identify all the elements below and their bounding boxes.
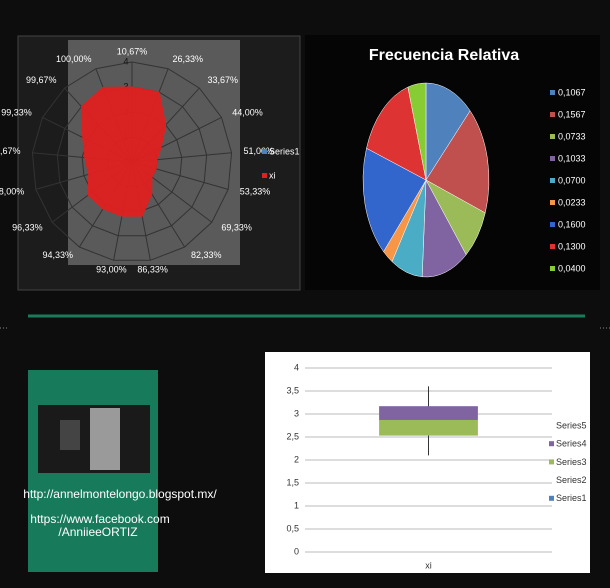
category-label: 100,00%: [56, 54, 92, 64]
y-tick-label: 1,5: [286, 477, 299, 487]
legend-swatch: [550, 178, 555, 183]
category-label: 99,67%: [26, 75, 57, 85]
r-tick-label: 3: [123, 81, 128, 91]
legend-label: Series5: [556, 420, 587, 430]
legend-label: 0,1300: [558, 241, 586, 251]
legend-label: 0,0233: [558, 197, 586, 207]
pie-slice: [407, 82, 427, 181]
legend-swatch: [549, 441, 554, 447]
category-label: 99,33%: [1, 107, 32, 117]
box-segment: [379, 419, 478, 436]
category-label: 53,33%: [240, 186, 271, 196]
category-label: 98,67%: [0, 146, 20, 156]
legend-swatch: [550, 222, 555, 227]
category-label: 94,33%: [43, 250, 74, 260]
legend-label: 0,1567: [558, 109, 586, 119]
category-label: 69,33%: [221, 223, 252, 233]
category-label: 10,67%: [117, 46, 148, 56]
legend-label: Series1: [556, 493, 587, 503]
y-tick-label: 2,5: [286, 431, 299, 441]
y-tick-label: 3,5: [286, 385, 299, 395]
legend-label: 0,0400: [558, 263, 586, 273]
pie-slice: [421, 179, 467, 278]
pie-slice: [362, 147, 427, 253]
legend-swatch: [262, 173, 267, 178]
category-label: 44,00%: [232, 107, 263, 117]
legend-swatch: [262, 149, 267, 154]
category-label: 51,00%: [244, 146, 275, 156]
facebook-link[interactable]: /AnniieeORTIZ: [58, 525, 137, 539]
category-label: 26,33%: [172, 54, 203, 64]
legend-label: Series4: [556, 439, 587, 449]
legend-label: 0,1033: [558, 153, 586, 163]
legend-label: 0,1067: [558, 87, 586, 97]
y-tick-label: 3: [294, 408, 299, 418]
legend-swatch: [549, 459, 554, 465]
category-label: 33,67%: [207, 75, 238, 85]
pie-slice: [366, 86, 427, 181]
y-tick-label: 0: [294, 546, 299, 556]
category-label: 93,00%: [96, 265, 127, 275]
pie-slice: [425, 82, 471, 181]
facebook-link[interactable]: https://www.facebook.com: [30, 512, 169, 526]
y-tick-label: 2: [294, 454, 299, 464]
photo-detail: [60, 420, 80, 450]
grid-line: [56, 86, 208, 237]
pie-slice: [425, 110, 490, 214]
legend-label: Series1: [269, 146, 300, 156]
legend-swatch: [550, 266, 555, 271]
legend-label: xi: [269, 170, 276, 180]
x-tick-label: xi: [425, 560, 432, 570]
legend-swatch: [550, 134, 555, 139]
legend-swatch: [550, 90, 555, 95]
radar-area: [80, 86, 167, 217]
legend-label: 0,0733: [558, 131, 586, 141]
grid-line: [31, 61, 233, 261]
legend-label: Series2: [556, 475, 587, 485]
legend-swatch: [550, 156, 555, 161]
legend-label: Series3: [556, 457, 587, 467]
y-tick-label: 1: [294, 500, 299, 510]
legend-swatch: [550, 200, 555, 205]
category-label: 96,33%: [12, 223, 43, 233]
category-label: 82,33%: [191, 250, 222, 260]
legend-swatch: [550, 112, 555, 117]
chart-title: Frecuencia Relativa: [369, 47, 519, 64]
photo-detail: [90, 408, 120, 470]
legend-swatch: [550, 244, 555, 249]
category-label: 86,33%: [137, 265, 168, 275]
box-panel: [265, 352, 590, 573]
y-tick-label: 0,5: [286, 523, 299, 533]
legend-label: 0,0700: [558, 175, 586, 185]
y-tick-label: 4: [294, 362, 299, 372]
box-segment: [379, 406, 478, 420]
legend-swatch: [549, 495, 554, 501]
r-tick-label: 4: [123, 56, 128, 66]
legend-label: 0,1600: [558, 219, 586, 229]
blog-link[interactable]: http://annelmontelongo.blogspot.mx/: [23, 487, 217, 501]
category-label: 98,00%: [0, 186, 24, 196]
